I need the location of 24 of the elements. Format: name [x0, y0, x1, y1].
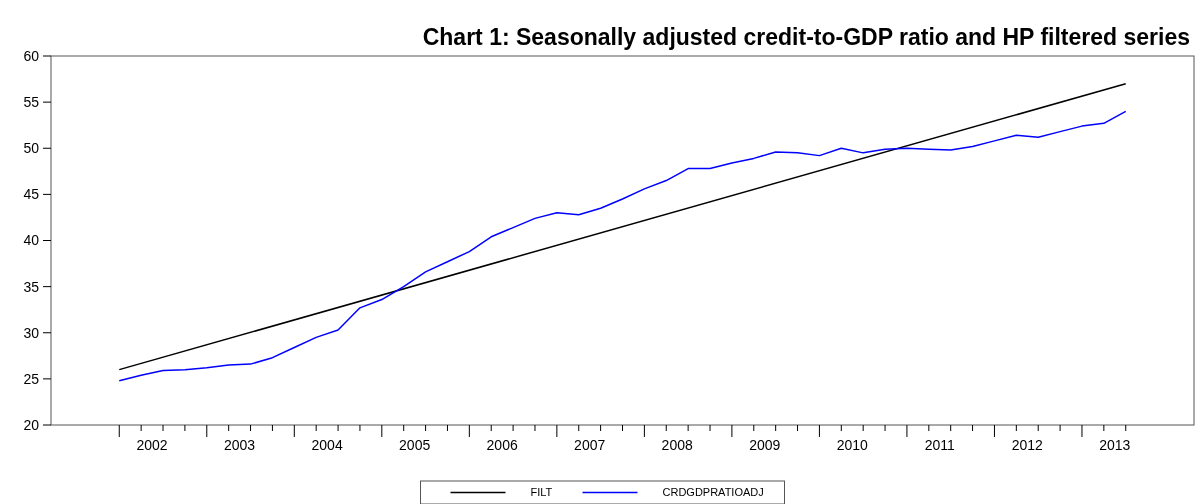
- y-tick-label: 35: [23, 278, 40, 295]
- y-tick-label: 30: [23, 324, 40, 341]
- y-tick-label: 20: [23, 416, 40, 433]
- y-tick-label: 50: [23, 140, 40, 157]
- legend-label: FILT: [530, 486, 553, 499]
- x-tick-label: 2012: [1011, 437, 1044, 453]
- y-tick-label: 45: [23, 186, 40, 203]
- chart-title: Chart 1: Seasonally adjusted credit-to-GDP ratio and HP filtered series: [422, 24, 1190, 50]
- x-tick-label: 2008: [661, 437, 693, 453]
- x-tick-label: 2006: [486, 437, 518, 453]
- y-tick-label: 25: [23, 370, 40, 387]
- y-tick-label: 40: [23, 232, 40, 249]
- y-tick-label: 60: [23, 47, 40, 64]
- y-tick-label: 55: [23, 94, 40, 111]
- x-tick-label: 2004: [311, 437, 343, 453]
- legend-label: CRDGDPRATIOADJ: [662, 486, 764, 499]
- x-tick-label: 2002: [136, 437, 168, 453]
- x-tick-label: 2011: [924, 437, 956, 453]
- x-tick-label: 2010: [836, 437, 869, 453]
- x-tick-label: 2007: [574, 437, 606, 453]
- x-tick-label: 2013: [1099, 437, 1131, 453]
- x-tick-label: 2003: [224, 437, 256, 453]
- x-tick-label: 2005: [399, 437, 431, 453]
- x-tick-label: 2009: [749, 437, 781, 453]
